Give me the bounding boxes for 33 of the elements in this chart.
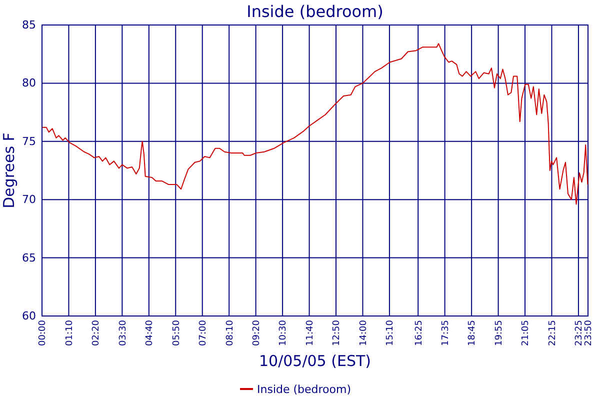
- x-tick-label: 22:15: [548, 320, 558, 346]
- x-tick-label: 23:50: [584, 320, 594, 346]
- x-tick-label: 16:25: [414, 320, 424, 346]
- x-tick-label: 03:30: [118, 320, 128, 346]
- chart-title: Inside (bedroom): [246, 2, 384, 21]
- x-tick-label: 04:40: [145, 320, 156, 346]
- x-tick-label: 12:50: [332, 320, 342, 346]
- y-tick-label: 60: [22, 310, 36, 323]
- x-tick-label: 02:20: [92, 320, 102, 346]
- x-tick-label: 15:10: [386, 320, 396, 346]
- line-series: [42, 43, 588, 205]
- x-tick-label: 11:40: [305, 320, 316, 346]
- x-tick-label: 23:25: [574, 320, 585, 346]
- y-tick-label: 65: [22, 251, 36, 264]
- y-tick-label: 80: [22, 76, 36, 90]
- y-tick-label: 75: [22, 134, 36, 148]
- y-tick-label: 70: [22, 193, 36, 206]
- x-tick-label: 05:50: [172, 320, 182, 346]
- y-tick-label: 85: [22, 18, 36, 32]
- x-tick-label: 01:10: [64, 320, 75, 346]
- x-tick-label: 10:30: [278, 320, 289, 346]
- x-tick-label: 08:10: [225, 320, 236, 346]
- x-tick-label: 00:00: [38, 320, 48, 346]
- x-tick-label: 09:20: [252, 320, 262, 346]
- y-axis-title: Degrees F: [0, 132, 18, 208]
- x-tick-label: 14:00: [358, 320, 369, 346]
- x-tick-label: 07:00: [198, 320, 209, 346]
- x-axis-title: 10/05/05 (EST): [258, 352, 372, 370]
- x-tick-label: 17:35: [440, 320, 451, 346]
- x-tick-label: 21:05: [521, 320, 532, 346]
- x-tick-label: 19:55: [494, 320, 504, 346]
- legend-label: Inside (bedroom): [257, 382, 352, 396]
- x-tick-label: 18:45: [468, 320, 478, 346]
